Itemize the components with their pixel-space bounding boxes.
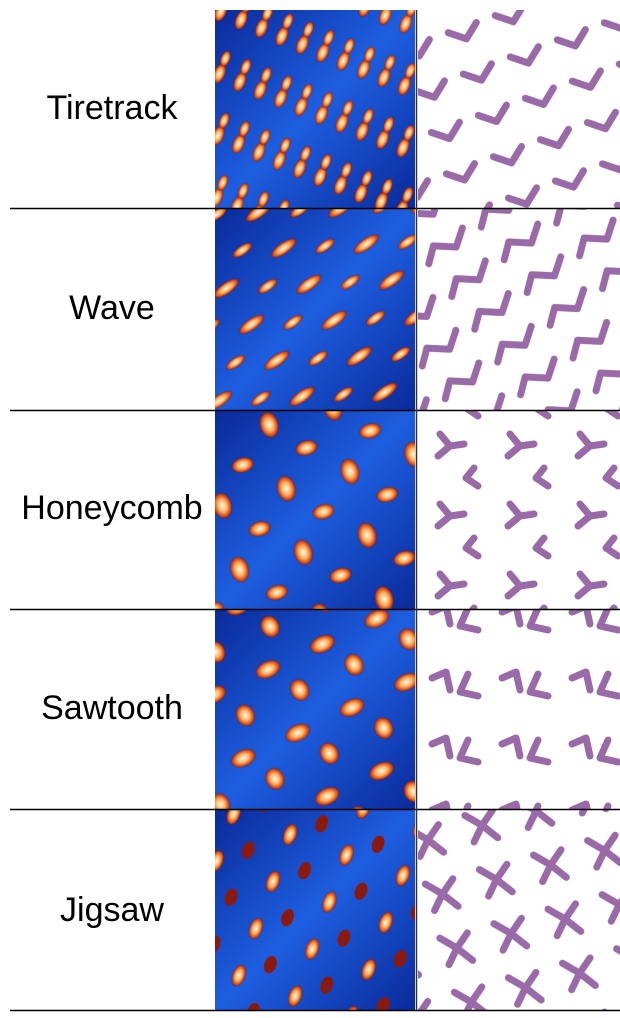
stm-image: [215, 810, 415, 1010]
stm-image: [215, 209, 415, 410]
molecule-model: [418, 411, 620, 609]
page: {"rows": [{"label": "Tiretrack"}, {"labe…: [0, 0, 620, 1013]
stm-image: [215, 411, 415, 609]
stm-image: [215, 610, 415, 809]
row-label: Wave: [69, 289, 155, 327]
molecule-model: [418, 610, 620, 809]
row: Wave: [69, 209, 620, 410]
row-label: Jigsaw: [60, 891, 164, 929]
row-label: Honeycomb: [21, 489, 202, 527]
molecule-model: [418, 810, 620, 1010]
molecule-model: [418, 209, 620, 410]
row: Sawtooth: [41, 610, 620, 809]
row: Jigsaw: [60, 810, 620, 1010]
molecule-model: [418, 10, 620, 208]
stm-image: [215, 10, 415, 208]
row: Honeycomb: [21, 411, 620, 609]
figure: Tiretrack Wave Honeycomb Sawtooth Jigsaw: [0, 0, 620, 1013]
row-label: Sawtooth: [41, 689, 183, 727]
row-label: Tiretrack: [47, 89, 179, 127]
row: Tiretrack: [47, 10, 620, 208]
